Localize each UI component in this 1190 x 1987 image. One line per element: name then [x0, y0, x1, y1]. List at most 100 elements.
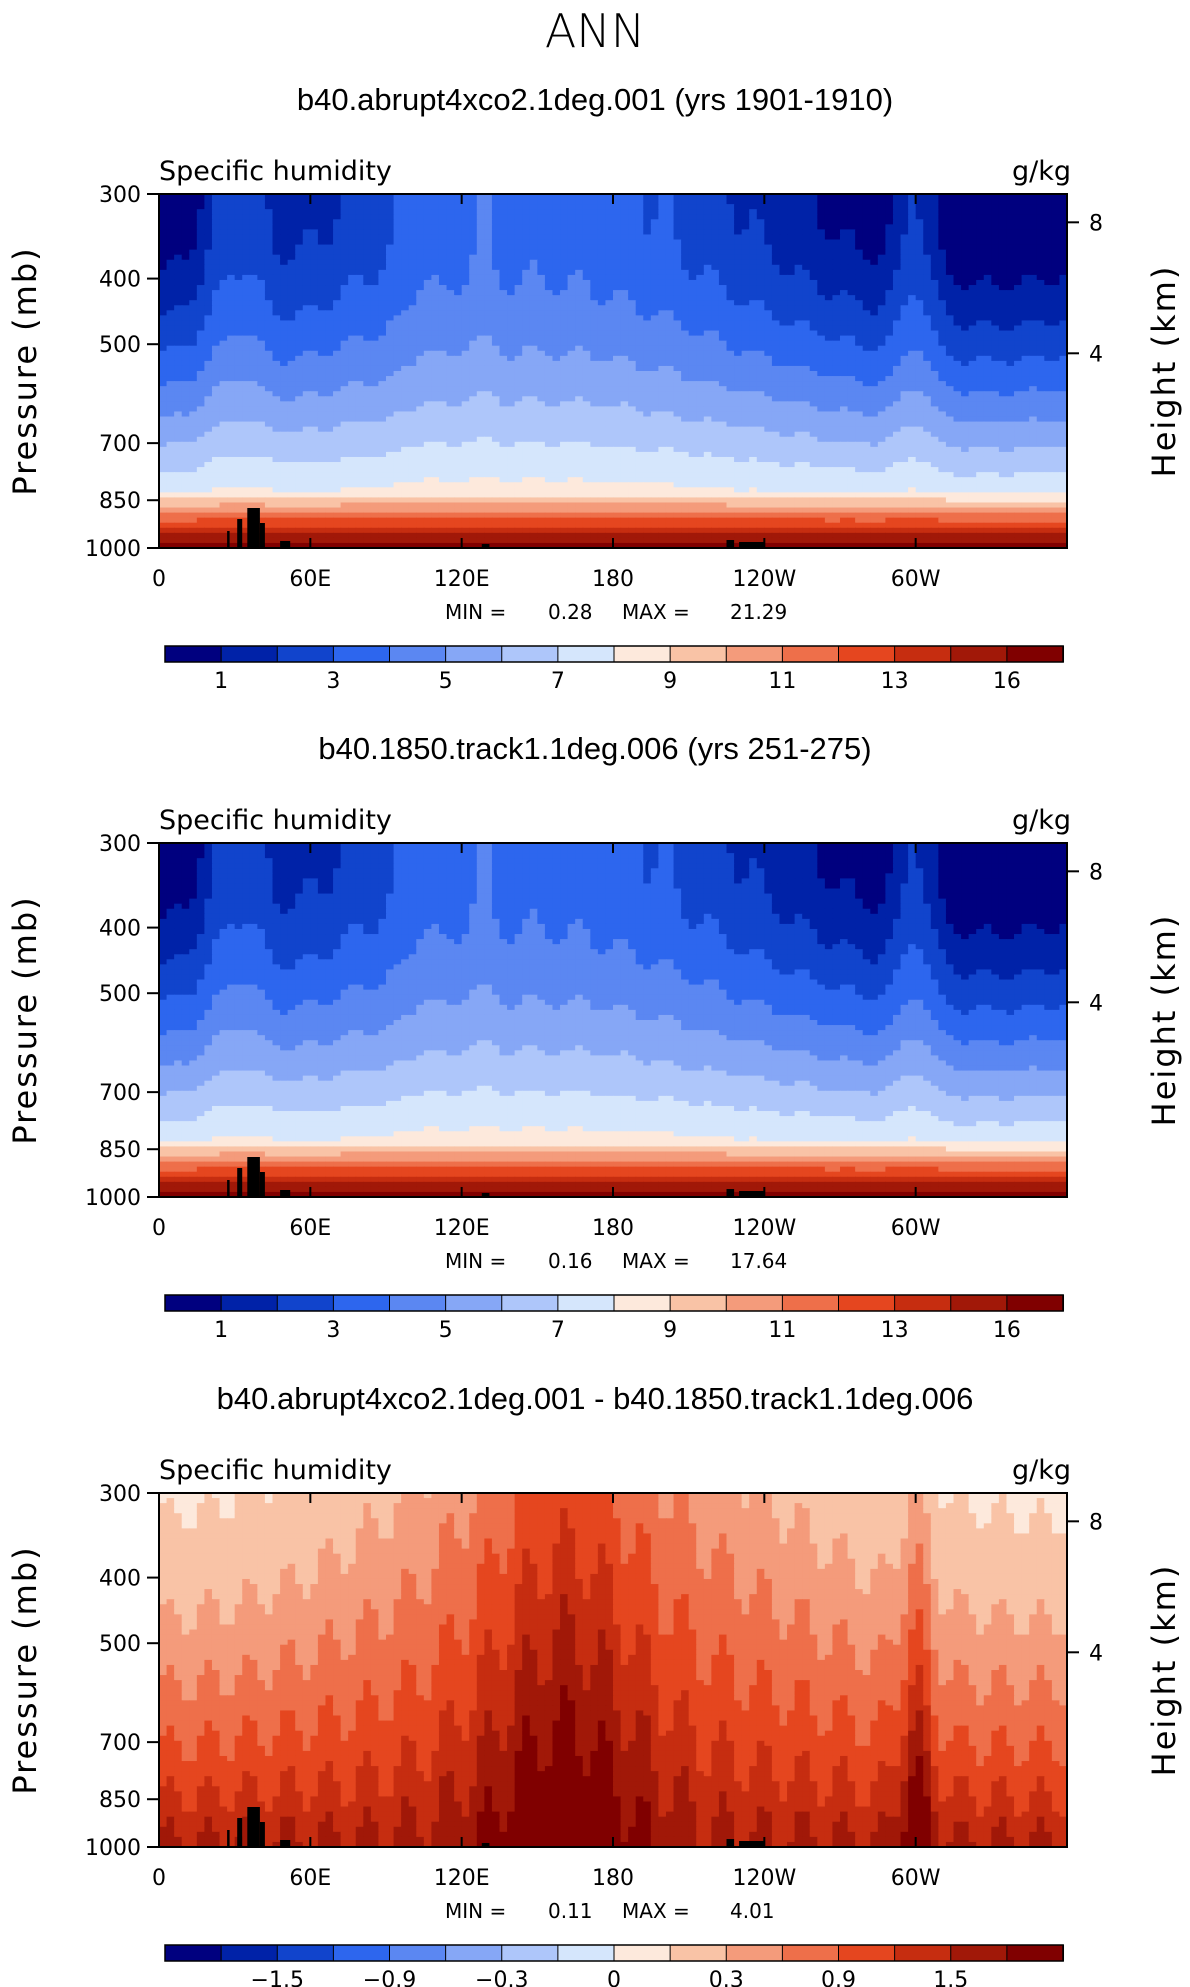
- contour-cell: [196, 214, 205, 220]
- contour-cell: [446, 209, 455, 215]
- contour-cell: [355, 199, 364, 205]
- contour-cell: [227, 239, 236, 246]
- contour-cell: [227, 194, 236, 200]
- contour-cell: [991, 239, 1000, 246]
- contour-cell: [211, 381, 221, 387]
- contour-cell: [718, 199, 728, 205]
- contour-cell: [930, 350, 939, 357]
- contour-cell: [983, 391, 992, 397]
- contour-cell: [915, 204, 924, 210]
- contour-cell: [908, 295, 917, 301]
- contour-cell: [514, 376, 523, 382]
- contour-cell: [446, 345, 455, 352]
- contour-cell: [930, 371, 939, 377]
- contour-cell: [317, 194, 327, 200]
- contour-cell: [181, 365, 190, 372]
- contour-cell: [991, 350, 1000, 357]
- contour-cell: [401, 305, 410, 311]
- contour-cell: [264, 371, 274, 377]
- contour-cell: [529, 320, 538, 327]
- contour-cell: [181, 264, 190, 271]
- contour-cell: [976, 376, 985, 382]
- contour-cell: [688, 371, 697, 377]
- contour-cell: [363, 335, 372, 342]
- contour-cell: [333, 269, 342, 276]
- contour-cell: [771, 244, 781, 251]
- contour-cell: [537, 300, 546, 306]
- contour-cell: [665, 345, 675, 352]
- contour-cell: [166, 229, 175, 236]
- contour-cell: [408, 360, 417, 367]
- contour-cell: [491, 330, 501, 337]
- contour-cell: [597, 325, 607, 332]
- contour-cell: [983, 214, 992, 220]
- contour-cell: [779, 224, 788, 230]
- contour-cell: [938, 396, 947, 402]
- contour-cell: [567, 386, 576, 392]
- contour-cell: [295, 285, 304, 291]
- contour-cell: [507, 391, 516, 397]
- contour-cell: [454, 285, 463, 291]
- contour-cell: [613, 391, 622, 397]
- contour-cell: [355, 269, 364, 276]
- contour-cell: [348, 335, 357, 342]
- contour-cell: [264, 204, 274, 210]
- contour-cell: [892, 345, 902, 352]
- contour-cell: [998, 194, 1008, 200]
- contour-cell: [908, 229, 917, 236]
- contour-cell: [370, 350, 380, 357]
- contour-cell: [302, 386, 311, 392]
- contour-cell: [665, 249, 675, 256]
- contour-cell: [484, 310, 493, 316]
- contour-cell: [1029, 330, 1038, 337]
- contour-cell: [295, 254, 304, 261]
- contour-cell: [537, 214, 546, 220]
- contour-cell: [438, 350, 448, 357]
- contour-cell: [597, 345, 607, 352]
- contour-cell: [809, 274, 818, 281]
- contour-cell: [764, 340, 773, 347]
- contour-cell: [537, 274, 546, 281]
- contour-cell: [552, 249, 561, 256]
- contour-cell: [393, 194, 402, 200]
- contour-cell: [673, 360, 682, 367]
- contour-cell: [900, 365, 909, 372]
- contour-cell: [802, 330, 811, 337]
- contour-cell: [961, 295, 970, 301]
- contour-cell: [469, 239, 478, 246]
- contour-cell: [302, 259, 311, 266]
- contour-cell: [877, 300, 886, 306]
- contour-cell: [741, 274, 750, 281]
- contour-cell: [416, 401, 425, 407]
- contour-cell: [431, 345, 440, 352]
- contour-cell: [658, 381, 667, 387]
- contour-cell: [961, 320, 970, 327]
- contour-cell: [953, 295, 962, 301]
- contour-cell: [938, 335, 947, 342]
- contour-cell: [870, 355, 879, 362]
- contour-cell: [287, 381, 296, 387]
- contour-cell: [416, 219, 425, 225]
- contour-cell: [1006, 259, 1015, 266]
- contour-cell: [998, 310, 1008, 316]
- contour-cell: [794, 386, 803, 392]
- contour-cell: [325, 295, 334, 301]
- contour-cell: [870, 290, 879, 296]
- contour-cell: [159, 259, 168, 266]
- contour-cell: [242, 259, 251, 266]
- contour-cell: [476, 239, 485, 246]
- contour-cell: [499, 259, 508, 266]
- contour-cell: [272, 310, 281, 316]
- contour-cell: [257, 249, 266, 256]
- contour-cell: [817, 345, 826, 352]
- contour-cell: [643, 279, 652, 286]
- contour-cell: [976, 229, 985, 236]
- contour-cell: [870, 315, 879, 322]
- contour-cell: [635, 239, 644, 246]
- contour-cell: [961, 219, 970, 225]
- contour-cell: [295, 320, 304, 327]
- contour-cell: [938, 244, 947, 251]
- contour-cell: [552, 244, 561, 251]
- contour-cell: [461, 340, 470, 347]
- contour-cell: [1006, 320, 1015, 327]
